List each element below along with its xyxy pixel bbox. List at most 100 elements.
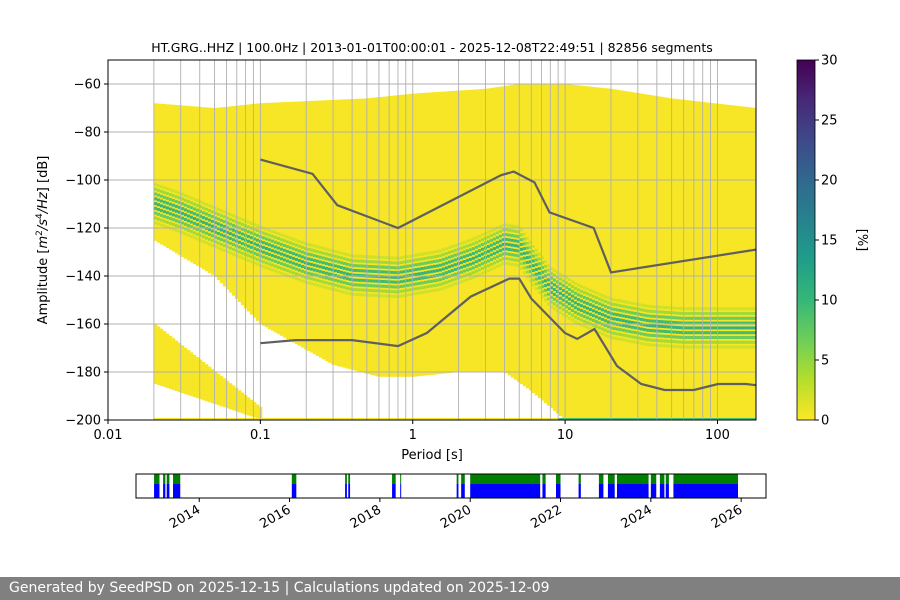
histogram-cell: [468, 248, 473, 252]
histogram-cell: [267, 257, 272, 261]
histogram-lobe: [192, 354, 197, 398]
histogram-cell: [252, 247, 257, 251]
histogram-cell: [729, 321, 734, 325]
histogram-cell: [186, 195, 191, 199]
histogram-column: [330, 100, 335, 365]
histogram-cell: [267, 252, 272, 256]
availability-segment-top: [470, 474, 541, 484]
histogram-column: [429, 92, 434, 375]
histogram-cell: [312, 282, 317, 286]
histogram-cell: [501, 228, 506, 232]
availability-segment-bottom: [607, 484, 615, 498]
y-tick-label: −140: [65, 270, 101, 285]
histogram-cell: [576, 302, 581, 306]
histogram-cell: [195, 223, 200, 227]
histogram-cell: [714, 312, 719, 315]
histogram-cell: [438, 263, 443, 267]
histogram-cell: [426, 270, 431, 274]
histogram-cell: [180, 231, 185, 235]
histogram-cell: [588, 312, 593, 316]
histogram-cell: [501, 262, 506, 266]
histogram-cell: [516, 244, 521, 248]
histogram-cell: [273, 255, 278, 259]
histogram-column: [408, 93, 413, 377]
histogram-cell: [453, 272, 458, 276]
histogram-column: [327, 100, 332, 363]
histogram-column: [630, 92, 635, 420]
high-noise-model-line: [260, 158, 756, 274]
histogram-cell: [591, 318, 596, 322]
histogram-cell: [171, 199, 176, 202]
histogram-cell: [576, 298, 581, 302]
histogram-column: [321, 100, 326, 360]
histogram-cell: [396, 266, 401, 270]
histogram-cell: [387, 265, 392, 269]
histogram-cell: [714, 326, 719, 330]
histogram-cell: [606, 301, 611, 305]
histogram-cell: [741, 336, 746, 339]
histogram-cell: [423, 285, 428, 289]
histogram-cell: [237, 221, 242, 225]
histogram-cell: [354, 293, 359, 296]
histogram-cell: [516, 254, 521, 258]
histogram-cell: [750, 340, 755, 344]
histogram-cell: [576, 307, 581, 311]
histogram-cell: [702, 345, 707, 349]
histogram-cell: [432, 288, 437, 292]
histogram-cell: [495, 240, 500, 244]
histogram-cell: [204, 222, 209, 226]
histogram-cell: [450, 245, 455, 249]
histogram-cell: [303, 251, 308, 255]
histogram-cell: [711, 340, 716, 344]
histogram-cell: [156, 203, 161, 207]
histogram-cell: [507, 252, 512, 256]
histogram-cell: [414, 258, 419, 262]
histogram-column: [732, 105, 737, 420]
histogram-cell: [663, 306, 668, 309]
histogram-cell: [705, 340, 710, 344]
histogram-cell: [351, 268, 356, 272]
histogram-cell: [312, 263, 317, 267]
histogram-cell: [288, 270, 293, 274]
histogram-cell: [486, 230, 491, 234]
histogram-cell: [732, 307, 737, 311]
histogram-cell: [189, 210, 194, 214]
y-axis-label: Amplitude [m2/s4/Hz] [dB]: [35, 156, 51, 325]
histogram-cell: [390, 280, 395, 284]
histogram-cell: [270, 234, 275, 238]
histogram-lobe: [159, 328, 164, 386]
histogram-cell: [474, 269, 479, 273]
histogram-cell: [498, 229, 503, 233]
histogram-column: [465, 90, 470, 372]
y-label-part: /: [36, 207, 51, 214]
histogram-cell: [282, 272, 287, 276]
histogram-cell: [546, 287, 551, 291]
histogram-cell: [408, 283, 413, 287]
histogram-cell: [186, 204, 191, 208]
histogram-cell: [612, 298, 617, 302]
histogram-cell: [192, 197, 197, 201]
histogram-cell: [504, 242, 509, 246]
histogram-cell: [492, 256, 497, 260]
histogram-column: [294, 101, 299, 345]
histogram-cell: [624, 324, 629, 328]
histogram-cell: [252, 251, 257, 255]
histogram-cell: [657, 315, 662, 319]
histogram-cell: [504, 233, 509, 237]
histogram-cell: [267, 243, 272, 247]
histogram-cell: [663, 320, 668, 324]
histogram-cell: [630, 316, 635, 320]
histogram-cell: [552, 307, 557, 311]
histogram-cell: [183, 208, 188, 212]
histogram-cell: [276, 261, 281, 264]
histogram-cell: [498, 225, 503, 229]
availability-segment-top: [173, 474, 181, 484]
histogram-cell: [390, 294, 395, 298]
histogram-cell: [291, 276, 296, 280]
histogram-cell: [336, 255, 341, 259]
histogram-column: [561, 84, 566, 419]
histogram-cell: [375, 294, 380, 298]
histogram-column: [357, 98, 362, 372]
histogram-cell: [354, 269, 359, 272]
histogram-cell: [306, 267, 311, 270]
